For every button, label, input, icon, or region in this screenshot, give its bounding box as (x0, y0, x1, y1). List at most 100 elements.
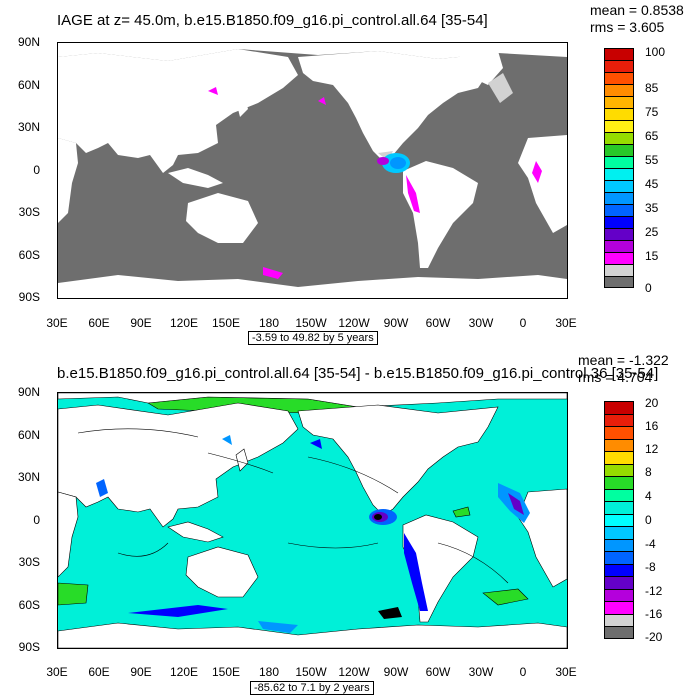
p2-cb-swatch-18 (604, 613, 634, 626)
p2-cb-swatch-4 (604, 438, 634, 451)
p2-cb-swatch-8 (604, 488, 634, 501)
p1-cb-label-25: 25 (645, 225, 659, 239)
p1-cb-label-85: 85 (645, 81, 659, 95)
p2-ytick-60s: 60S (18, 598, 40, 612)
p2-cb-label-neg16: -16 (645, 607, 663, 621)
p2-ytick-0: 0 (33, 513, 40, 527)
p1-cb-swatch-6 (604, 108, 634, 120)
p1-cb-swatch-18 (604, 252, 634, 264)
panel2-mean: mean = -1.322 (578, 352, 669, 368)
p2-xtick-30e-end: 30E (555, 665, 577, 679)
panel2-map-svg (58, 393, 567, 648)
panel1-title: IAGE at z= 45.0m, b.e15.B1850.f09_g16.pi… (57, 12, 488, 29)
panel1-map-svg (58, 43, 567, 298)
p1-cb-label-55: 55 (645, 153, 659, 167)
panel2-colorbar (604, 401, 634, 639)
p2-xtick-90e: 90E (130, 665, 152, 679)
p2-ytick-90s: 90S (18, 640, 40, 654)
p1-ytick-30n: 30N (17, 120, 40, 134)
p2-cb-swatch-17 (604, 601, 634, 614)
p1-cb-label-0: 0 (645, 281, 652, 295)
p1-cb-label-65: 65 (645, 129, 659, 143)
p2-ytick-30s: 30S (18, 555, 40, 569)
p1-cb-swatch-16 (604, 228, 634, 240)
panel1-mean: mean = 0.8538 (590, 2, 684, 18)
p2-cb-swatch-13 (604, 551, 634, 564)
p2-xtick-180: 180 (258, 665, 280, 679)
p1-cb-swatch-15 (604, 216, 634, 228)
p1-xtick-60w: 60W (425, 316, 451, 330)
p1-cb-swatch-10 (604, 156, 634, 168)
p1-cb-swatch-7 (604, 120, 634, 132)
p1-cb-swatch-19 (604, 264, 634, 276)
panel2-title: b.e15.B1850.f09_g16.pi_control.all.64 [3… (57, 365, 659, 382)
contours (77, 428, 509, 584)
p2-xtick-60w: 60W (425, 665, 451, 679)
p2-ytick-90n: 90N (17, 385, 40, 399)
p1-cb-swatch-4 (604, 84, 634, 96)
p1-cb-swatch-11 (604, 168, 634, 180)
panel1-rms: rms = 3.605 (590, 19, 665, 35)
p1-xtick-60e: 60E (88, 316, 110, 330)
east-pacific-anomaly (208, 87, 542, 279)
p2-cb-swatch-19 (604, 626, 634, 639)
p2-ytick-60n: 60N (17, 428, 40, 442)
p2-xtick-30e: 30E (46, 665, 68, 679)
panel2-contour-info: -85.62 to 7.1 by 2 years (250, 681, 374, 695)
panel1-map (57, 42, 568, 299)
p2-cb-swatch-16 (604, 588, 634, 601)
panel2-map (57, 392, 568, 649)
p1-cb-swatch-9 (604, 144, 634, 156)
p1-xtick-120w: 120W (338, 316, 370, 330)
p1-xtick-150e: 150E (211, 316, 241, 330)
p2-xtick-90w: 90W (383, 665, 409, 679)
p1-cb-swatch-17 (604, 240, 634, 252)
p2-cb-swatch-15 (604, 576, 634, 589)
p1-xtick-90e: 90E (130, 316, 152, 330)
p2-xtick-150e: 150E (211, 665, 241, 679)
p2-cb-label-16: 16 (645, 419, 659, 433)
p1-cb-swatch-3 (604, 72, 634, 84)
p2-cb-label-neg8: -8 (645, 560, 656, 574)
panel1-colorbar (604, 48, 634, 288)
p1-cb-swatch-5 (604, 96, 634, 108)
p1-xtick-30e-end: 30E (555, 316, 577, 330)
p2-xtick-30w: 30W (468, 665, 494, 679)
p1-cb-swatch-12 (604, 180, 634, 192)
p2-cb-label-neg12: -12 (645, 584, 663, 598)
panel2-rms: rms = 4.704 (578, 369, 653, 385)
negative-anomalies (96, 435, 530, 633)
p1-cb-label-35: 35 (645, 201, 659, 215)
land (58, 393, 567, 648)
p2-cb-swatch-7 (604, 476, 634, 489)
land (58, 43, 567, 298)
p2-cb-label-0: 0 (645, 513, 652, 527)
p1-cb-swatch-8 (604, 132, 634, 144)
p2-cb-swatch-6 (604, 463, 634, 476)
p1-cb-swatch-20 (604, 276, 634, 288)
p1-ytick-60n: 60N (17, 78, 40, 92)
p1-ytick-30s: 30S (18, 205, 40, 219)
p1-xtick-150w: 150W (295, 316, 327, 330)
p2-cb-label-12: 12 (645, 442, 659, 456)
p2-xtick-0: 0 (519, 665, 527, 679)
p2-ytick-30n: 30N (17, 470, 40, 484)
p1-cb-label-75: 75 (645, 105, 659, 119)
p2-cb-label-20: 20 (645, 396, 659, 410)
positive-patches (58, 506, 529, 606)
p1-cb-label-45: 45 (645, 177, 659, 191)
p1-cb-swatch-13 (604, 192, 634, 204)
p1-cb-swatch-14 (604, 204, 634, 216)
p1-ytick-60s: 60S (18, 248, 40, 262)
p1-xtick-180: 180 (258, 316, 280, 330)
p2-cb-swatch-9 (604, 501, 634, 514)
p1-xtick-30w: 30W (468, 316, 494, 330)
p2-cb-swatch-12 (604, 538, 634, 551)
p2-cb-swatch-1 (604, 401, 634, 414)
p1-cb-swatch-1 (604, 48, 634, 60)
p1-cb-label-100: 100 (645, 45, 666, 59)
p2-cb-label-neg4: -4 (645, 537, 656, 551)
p2-cb-swatch-14 (604, 563, 634, 576)
p1-xtick-120e: 120E (169, 316, 199, 330)
p2-xtick-60e: 60E (88, 665, 110, 679)
